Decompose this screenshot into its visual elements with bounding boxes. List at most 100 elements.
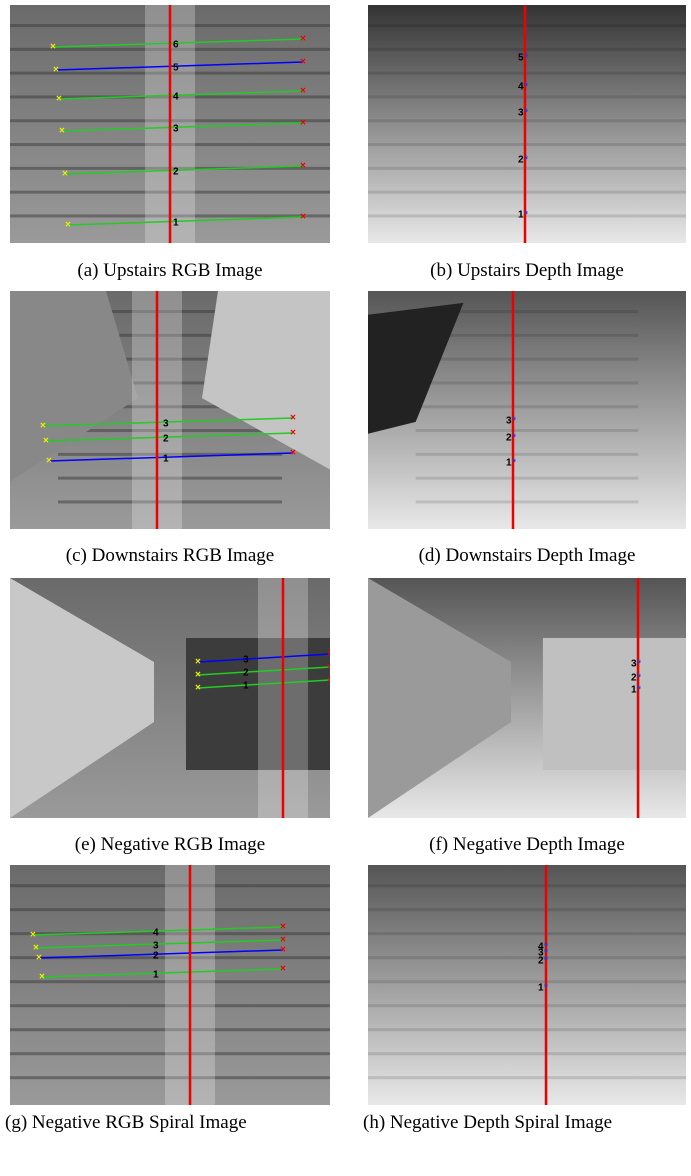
- caption: (f) Negative Depth Image: [363, 832, 691, 858]
- step-label: 3: [243, 655, 249, 666]
- stair-band: [416, 500, 639, 503]
- step-label: 2: [153, 951, 159, 962]
- end-marker: ×: [327, 662, 330, 673]
- end-marker: ×: [290, 413, 296, 424]
- stair-band: [368, 932, 686, 935]
- stair-band: [368, 1028, 686, 1031]
- step-label: 4: [173, 92, 179, 103]
- caption: (e) Negative RGB Image: [5, 832, 335, 858]
- depth-marker: *: [524, 108, 528, 119]
- depth-marker: *: [544, 983, 548, 994]
- depth-marker: *: [637, 685, 641, 696]
- step-label: 1: [163, 454, 169, 465]
- end-marker: ×: [280, 945, 286, 956]
- end-marker: ×: [300, 161, 306, 172]
- depth-marker: *: [637, 659, 641, 670]
- start-marker: ×: [30, 930, 36, 941]
- stair-band: [368, 1076, 686, 1079]
- depth-image: 4*3*2*1*: [368, 865, 686, 1105]
- start-marker: ×: [53, 65, 59, 76]
- depth-marker: *: [524, 210, 528, 221]
- depth-image: 3*2*1*: [368, 578, 686, 818]
- depth-marker: *: [524, 155, 528, 166]
- depth-marker: *: [524, 82, 528, 93]
- start-marker: ×: [195, 670, 201, 681]
- stair-band: [368, 980, 686, 983]
- step-label: 3: [173, 124, 179, 135]
- stair-band: [416, 453, 639, 456]
- caption: (a) Upstairs RGB Image: [5, 258, 335, 284]
- caption: (d) Downstairs Depth Image: [363, 543, 691, 569]
- start-marker: ×: [39, 972, 45, 983]
- depth-marker: *: [512, 416, 516, 427]
- start-marker: ×: [195, 683, 201, 694]
- rgb-image: × × × × × × × × × × × × 6 5 4 3 2 1: [10, 5, 330, 243]
- stair-band: [368, 72, 686, 75]
- stair-band: [368, 191, 686, 194]
- step-label: 3: [163, 419, 169, 430]
- stair-band: [368, 1052, 686, 1055]
- end-marker: ×: [290, 448, 296, 459]
- depth-marker: *: [512, 433, 516, 444]
- step-label: 1: [153, 970, 159, 981]
- step-label: 1: [243, 681, 249, 692]
- stair-band: [368, 167, 686, 170]
- stair-band: [368, 884, 686, 887]
- step-label: 2: [173, 167, 179, 178]
- stair-band: [416, 381, 639, 384]
- end-marker: ×: [327, 675, 330, 686]
- start-marker: ×: [195, 657, 201, 668]
- depth-marker: *: [544, 956, 548, 967]
- rgb-image: × × × × × × 3 2 1: [10, 291, 330, 529]
- start-marker: ×: [59, 126, 65, 137]
- step-label: 1: [173, 218, 179, 229]
- end-marker: ×: [300, 118, 306, 129]
- start-marker: ×: [56, 94, 62, 105]
- end-marker: ×: [290, 428, 296, 439]
- depth-image: 5*4*3*2*1*: [368, 5, 686, 243]
- stair-band: [368, 1004, 686, 1007]
- start-marker: ×: [62, 169, 68, 180]
- caption: (b) Upstairs Depth Image: [363, 258, 691, 284]
- step-label: 5: [173, 63, 179, 74]
- start-marker: ×: [50, 42, 56, 53]
- step-label: 2: [243, 668, 249, 679]
- stair-band: [368, 48, 686, 51]
- caption: (g) Negative RGB Spiral Image: [5, 1110, 270, 1136]
- start-marker: ×: [65, 220, 71, 231]
- rgb-image: × × × × × × 3 2 1: [10, 578, 330, 818]
- pallet-stack: [543, 638, 686, 770]
- start-marker: ×: [43, 436, 49, 447]
- end-marker: ×: [300, 57, 306, 68]
- end-marker: ×: [327, 649, 330, 660]
- stair-band: [368, 908, 686, 911]
- stair-band: [416, 477, 639, 480]
- end-marker: ×: [300, 34, 306, 45]
- depth-marker: *: [637, 673, 641, 684]
- step-label: 4: [153, 928, 159, 939]
- image-background: [368, 865, 686, 1105]
- step-label: 6: [173, 40, 179, 51]
- step-label: 2: [163, 434, 169, 445]
- image-background: [368, 5, 686, 243]
- stair-band: [368, 119, 686, 122]
- start-marker: ×: [46, 456, 52, 467]
- start-marker: ×: [40, 421, 46, 432]
- end-marker: ×: [280, 964, 286, 975]
- caption: (h) Negative Depth Spiral Image: [363, 1110, 628, 1136]
- figure-page: × × × × × × × × × × × × 6 5 4 3 2 1 (a) Upstairs RGB Image…: [0, 0, 691, 1176]
- stair-band: [416, 358, 639, 361]
- stair-band: [368, 956, 686, 959]
- stair-band: [368, 24, 686, 27]
- depth-marker: *: [512, 458, 516, 469]
- end-marker: ×: [300, 86, 306, 97]
- depth-image: 3*2*1*: [368, 291, 686, 529]
- stair-band: [416, 405, 639, 408]
- stair-band: [368, 95, 686, 98]
- depth-marker: *: [524, 53, 528, 64]
- end-marker: ×: [280, 922, 286, 933]
- end-marker: ×: [300, 212, 306, 223]
- caption: (c) Downstairs RGB Image: [5, 543, 335, 569]
- start-marker: ×: [36, 953, 42, 964]
- stair-band: [416, 429, 639, 432]
